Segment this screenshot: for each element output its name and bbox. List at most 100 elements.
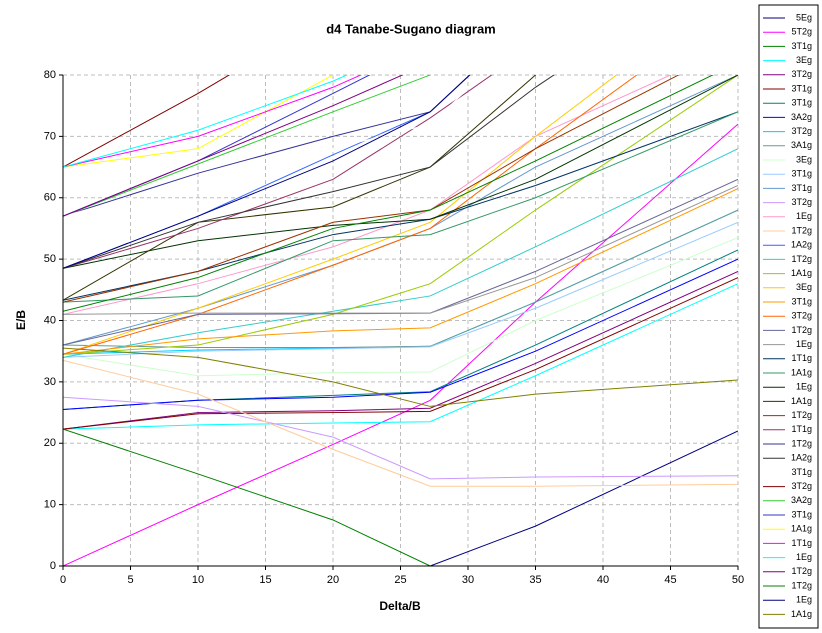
- series-line: [63, 396, 738, 480]
- series-line: [63, 75, 672, 315]
- y-tick-label: 20: [44, 437, 56, 449]
- x-tick-label: 35: [529, 574, 541, 586]
- x-tick-label: 5: [127, 574, 133, 586]
- legend-label: 1T2g: [791, 438, 812, 448]
- legend-label: 3T1g: [791, 41, 812, 51]
- axes: 0 10 20 30 40 50 60 70 80 0 5 10 15 20 25 30 35 40 45 50: [44, 69, 744, 586]
- legend-label: 1T2g: [791, 254, 812, 264]
- legend-label: 1A1g: [791, 367, 812, 377]
- legend-label: 3T1g: [791, 183, 812, 193]
- legend-label: 1Eg: [796, 211, 812, 221]
- legend-label: 3T1g: [791, 467, 812, 477]
- legend-label: 1T2g: [791, 580, 812, 590]
- y-axis-title: E/B: [14, 310, 28, 330]
- legend-label: 1T1g: [791, 353, 812, 363]
- series-line: [63, 75, 618, 355]
- legend: 5Eg 5T2g 3T1g 3Eg 3T2g 3T1g 3T1g 3A2g 3T2g 3A1g 3E…: [763, 12, 812, 619]
- legend-label: 1T1g: [791, 538, 812, 548]
- legend-label: 3A2g: [791, 112, 812, 122]
- series-line: [63, 237, 738, 377]
- legend-label: 3Eg: [796, 154, 812, 164]
- legend-label: 1Eg: [796, 552, 812, 562]
- legend-label: 3T2g: [791, 481, 812, 491]
- legend-label: 3T1g: [791, 509, 812, 519]
- series-line: [63, 270, 738, 430]
- y-tick-label: 70: [44, 130, 56, 142]
- y-tick-label: 30: [44, 376, 56, 388]
- legend-label: 3T1g: [791, 296, 812, 306]
- x-tick-label: 30: [462, 574, 474, 586]
- series-line: [63, 185, 738, 315]
- series-line: [63, 75, 680, 303]
- y-tick-label: 10: [44, 499, 56, 511]
- x-tick-label: 50: [732, 574, 744, 586]
- series-line: [63, 75, 537, 301]
- y-tick-label: 60: [44, 192, 56, 204]
- legend-label: 1T2g: [791, 325, 812, 335]
- series-line: [63, 75, 714, 312]
- x-tick-label: 20: [327, 574, 339, 586]
- x-tick-label: 0: [60, 574, 66, 586]
- x-tick-label: 40: [597, 574, 609, 586]
- series-line: [63, 75, 471, 269]
- legend-label: 1Eg: [796, 339, 812, 349]
- series-line: [63, 347, 738, 407]
- y-tick-label: 40: [44, 314, 56, 326]
- legend-label: 1A2g: [791, 240, 812, 250]
- legend-label: 1Eg: [796, 595, 812, 605]
- y-tick-label: 0: [50, 560, 56, 572]
- legend-label: 3T1g: [791, 83, 812, 93]
- series-line: [63, 75, 431, 217]
- legend-label: 5Eg: [796, 12, 812, 22]
- legend-label: 3A2g: [791, 495, 812, 505]
- legend-label: 3T1g: [791, 98, 812, 108]
- legend-label: 3Eg: [796, 55, 812, 65]
- legend-label: 1T2g: [791, 410, 812, 420]
- series-line: [63, 75, 404, 217]
- legend-label: 1A1g: [791, 396, 812, 406]
- legend-label: 1A1g: [791, 268, 812, 278]
- plot-lines: [63, 75, 738, 566]
- legend-label: 5T2g: [791, 27, 812, 37]
- series-line: [63, 75, 493, 269]
- series-line: [63, 258, 738, 410]
- series-line: [63, 188, 738, 355]
- legend-label: 3T2g: [791, 69, 812, 79]
- series-line: [63, 75, 738, 269]
- series-line: [63, 75, 231, 168]
- legend-label: 3Eg: [796, 282, 812, 292]
- series-line: [63, 148, 738, 358]
- x-tick-label: 15: [259, 574, 271, 586]
- y-tick-label: 50: [44, 253, 56, 265]
- series-line: [63, 428, 738, 566]
- x-axis-title: Delta/B: [379, 599, 421, 613]
- legend-label: 1Eg: [796, 382, 812, 392]
- series-line: [63, 75, 334, 168]
- series-line: [63, 359, 738, 487]
- series-line: [63, 221, 738, 358]
- series-line: [63, 75, 471, 217]
- series-line: [63, 75, 349, 168]
- series-line: [63, 430, 738, 566]
- series-line: [63, 277, 738, 430]
- legend-label: 1T2g: [791, 566, 812, 576]
- y-tick-label: 80: [44, 69, 56, 81]
- x-tick-label: 25: [394, 574, 406, 586]
- legend-label: 3T2g: [791, 126, 812, 136]
- series-line: [63, 75, 738, 355]
- chart-title: d4 Tanabe-Sugano diagram: [326, 21, 496, 36]
- legend-label: 3T2g: [791, 197, 812, 207]
- series-line: [63, 75, 638, 355]
- legend-label: 3T2g: [791, 311, 812, 321]
- series-line: [63, 283, 738, 430]
- legend-label: 1T2g: [791, 225, 812, 235]
- legend-label: 3A1g: [791, 140, 812, 150]
- series-line: [63, 75, 555, 269]
- series-line: [63, 209, 738, 349]
- series-line: [63, 111, 738, 303]
- legend-label: 3T1g: [791, 169, 812, 179]
- legend-label: 1T1g: [791, 424, 812, 434]
- series-line: [63, 75, 363, 168]
- x-tick-label: 10: [192, 574, 204, 586]
